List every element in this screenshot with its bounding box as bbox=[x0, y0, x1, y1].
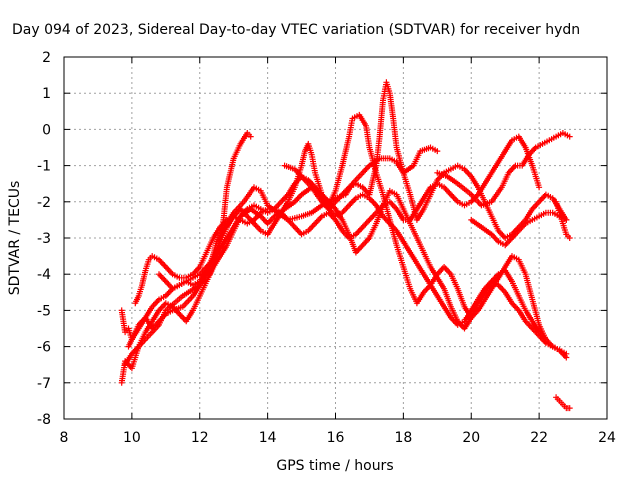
data-series bbox=[118, 79, 573, 412]
x-tick-label: 8 bbox=[60, 430, 69, 446]
y-tick-label: -7 bbox=[37, 376, 51, 392]
x-tick-label: 24 bbox=[598, 430, 616, 446]
x-tick-label: 14 bbox=[259, 430, 277, 446]
y-axis: 2 1 0 -1 -2 -3 -4 -5 -6 -7 -8 bbox=[37, 50, 607, 428]
y-tick-label: -2 bbox=[37, 195, 51, 211]
x-tick-label: 16 bbox=[327, 430, 345, 446]
data-point-markers bbox=[281, 79, 570, 241]
y-tick-label: -4 bbox=[37, 267, 51, 283]
data-point-markers bbox=[468, 209, 570, 249]
y-tick-label: 2 bbox=[42, 50, 51, 66]
x-axis: 8 10 12 14 16 18 20 22 24 bbox=[60, 57, 616, 446]
y-tick-label: -8 bbox=[37, 412, 51, 428]
series-track-7 bbox=[281, 79, 570, 241]
x-tick-label: 10 bbox=[123, 430, 141, 446]
data-point-markers bbox=[553, 198, 573, 241]
series-track-9 bbox=[468, 209, 570, 249]
y-tick-label: -5 bbox=[37, 303, 51, 319]
x-tick-label: 18 bbox=[394, 430, 412, 446]
x-tick-label: 22 bbox=[530, 430, 548, 446]
x-axis-label: GPS time / hours bbox=[276, 458, 393, 474]
y-tick-label: 0 bbox=[42, 122, 51, 138]
data-point-markers bbox=[434, 130, 573, 209]
x-tick-label: 12 bbox=[191, 430, 209, 446]
series-track-8 bbox=[434, 130, 573, 209]
y-tick-label: -6 bbox=[37, 340, 51, 356]
data-point-markers bbox=[553, 394, 573, 412]
y-tick-label: -3 bbox=[37, 231, 51, 247]
chart-title: Day 094 of 2023, Sidereal Day-to-day VTE… bbox=[12, 22, 580, 38]
y-tick-label: 1 bbox=[42, 86, 51, 102]
series-track-10 bbox=[553, 198, 573, 241]
y-axis-label: SDTVAR / TECUs bbox=[7, 181, 23, 296]
series-track-11 bbox=[553, 394, 573, 412]
y-tick-label: -1 bbox=[37, 159, 51, 175]
x-tick-label: 20 bbox=[462, 430, 480, 446]
